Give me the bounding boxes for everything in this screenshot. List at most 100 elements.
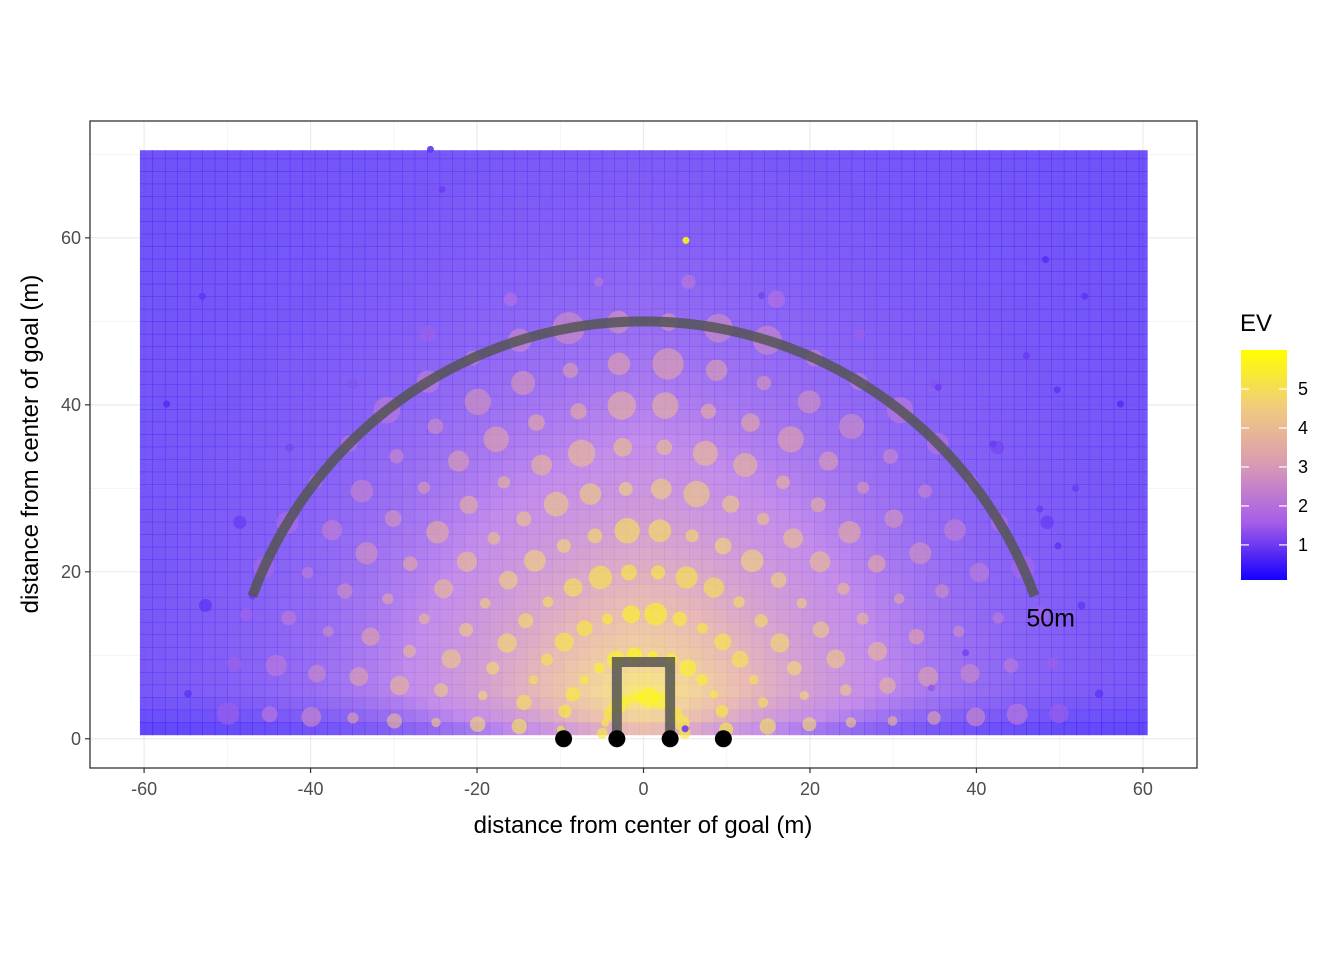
ev-point [756, 512, 770, 526]
ev-point [198, 598, 212, 613]
ev-point [1006, 703, 1028, 725]
ev-point [777, 426, 804, 453]
x-axis: -60 -40 -20 0 20 40 60 [131, 768, 1153, 799]
ev-point [853, 328, 865, 340]
ev-point-outer [1071, 484, 1079, 492]
ev-point [347, 712, 359, 724]
ev-point [464, 388, 492, 416]
y-tick-label: 0 [71, 729, 81, 749]
ev-point [797, 390, 821, 414]
ev-point [601, 718, 610, 727]
ev-point [418, 613, 430, 625]
ev-point [403, 644, 417, 658]
goal-post-marker [608, 730, 626, 748]
ev-point [384, 510, 402, 527]
ev-point [927, 711, 941, 725]
ev-point [486, 661, 500, 675]
ev-point [776, 475, 790, 490]
ev-point-outer [989, 440, 997, 448]
ev-point [1077, 601, 1086, 610]
ev-point [966, 707, 986, 727]
ev-point [992, 612, 1004, 624]
ev-point [887, 716, 898, 726]
ev-point [679, 659, 697, 677]
ev-point-outer [1054, 542, 1062, 550]
ev-point [285, 443, 294, 452]
ev-point [483, 426, 509, 453]
ev-point [656, 439, 673, 456]
ev-point [523, 549, 546, 572]
ev-point [639, 687, 659, 708]
ev-point [632, 691, 644, 704]
ev-point-outer [1022, 352, 1030, 360]
ev-point [893, 593, 905, 605]
legend-tick-label: 5 [1298, 379, 1308, 399]
ev-point [528, 414, 545, 431]
ev-point [607, 352, 631, 376]
ev-point-outer [1036, 505, 1044, 513]
ev-point [1040, 515, 1055, 530]
ev-point [845, 717, 857, 728]
ev-point-outer [962, 649, 970, 657]
legend-tick-label: 3 [1298, 457, 1308, 477]
ev-point [265, 654, 287, 677]
ev-point [349, 667, 369, 687]
ev-background-field [139, 150, 1148, 736]
ev-point-outer [1116, 400, 1124, 408]
ev-point [935, 584, 949, 598]
ev-point [714, 537, 732, 555]
ev-point [909, 542, 932, 565]
ev-point [386, 713, 402, 729]
ev-point [478, 690, 488, 701]
ev-point [511, 718, 527, 735]
ev-point [570, 403, 587, 420]
ev-point [759, 718, 776, 735]
ev-point [355, 542, 378, 565]
ev-point [770, 633, 790, 653]
ev-point [722, 495, 740, 513]
ev-point [683, 480, 710, 508]
ev-point [756, 375, 772, 391]
ev-point [621, 564, 637, 581]
ev-point [469, 716, 486, 732]
ev-point [516, 694, 532, 711]
ev-point [226, 656, 242, 671]
ev-point [884, 509, 904, 528]
ev-point [1047, 657, 1059, 670]
ev-point [479, 597, 491, 609]
ev-point [1094, 689, 1104, 699]
ev-point [427, 418, 444, 435]
ev-point [543, 491, 569, 517]
ev-point [434, 579, 454, 599]
ev-point [301, 566, 314, 579]
ev-point [389, 675, 410, 696]
ev-point [748, 674, 759, 685]
x-tick-label: -60 [131, 779, 157, 799]
ev-point [652, 348, 684, 380]
ev-point [459, 495, 479, 515]
ev-point-outer [426, 145, 434, 153]
ev-point [593, 662, 605, 674]
ev-point [714, 633, 732, 651]
ev-point [542, 596, 554, 608]
ev-point [348, 378, 359, 389]
ev-point [567, 439, 596, 467]
distance-arc-50m [247, 316, 1040, 598]
ev-point [696, 674, 709, 686]
ev-point [918, 666, 939, 687]
ev-point [741, 413, 760, 432]
goal-post-marker [661, 730, 679, 748]
x-tick-label: -20 [464, 779, 490, 799]
ev-point [596, 727, 608, 739]
ev-point [918, 484, 932, 498]
legend-tick-label: 4 [1298, 418, 1308, 438]
ev-point [879, 677, 896, 694]
y-axis: 0 20 40 60 [61, 228, 90, 749]
ev-point [692, 440, 718, 466]
ev-point [675, 566, 698, 589]
ev-point [448, 450, 470, 472]
ev-point [733, 596, 745, 608]
ev-point [867, 641, 887, 661]
ev-point [685, 529, 699, 543]
